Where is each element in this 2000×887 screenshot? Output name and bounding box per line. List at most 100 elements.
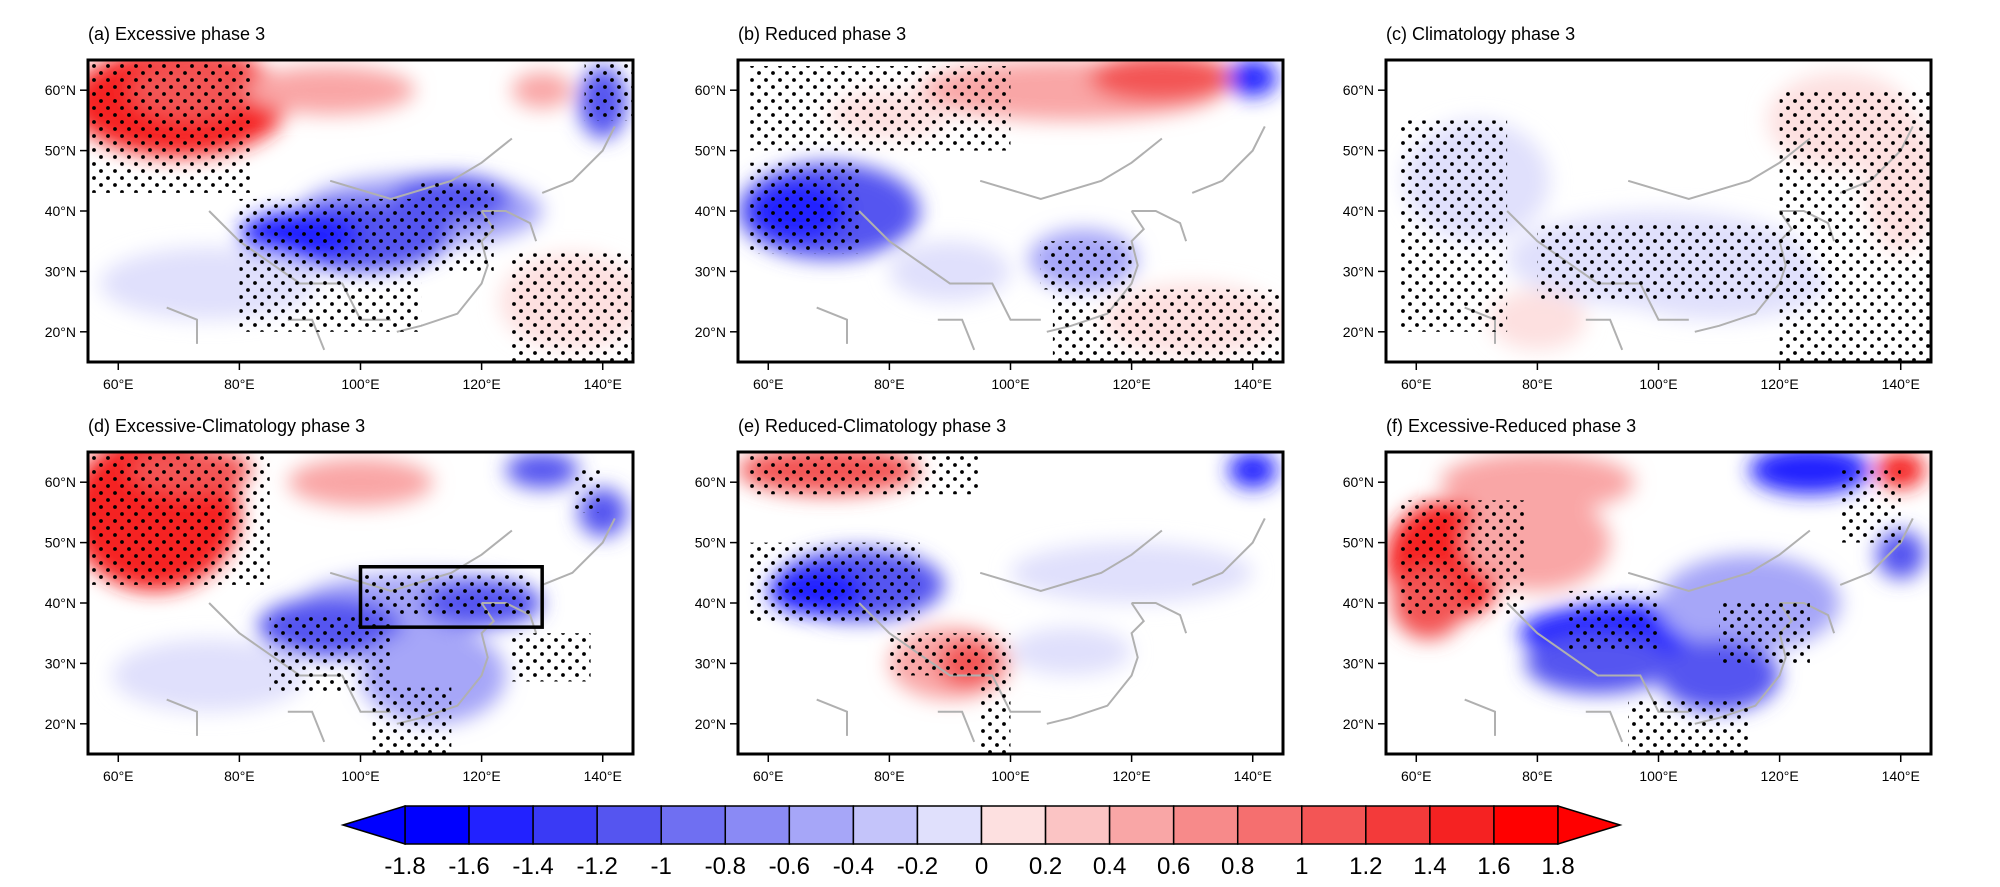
map-panel-c: (c) Climatology phase 3 60°N 50°N 40°N 30°N 2… xyxy=(1343,24,1933,392)
lon-tick-label: 100°E xyxy=(1639,768,1677,784)
panel-title: (c) Climatology phase 3 xyxy=(1386,24,1575,44)
lon-tick-label: 80°E xyxy=(224,768,255,784)
significance-stipple xyxy=(360,572,531,616)
lon-tick-label: 100°E xyxy=(991,376,1029,392)
shaded-region xyxy=(1749,452,1871,495)
lat-tick-label: 20°N xyxy=(695,324,726,340)
colorbar-label: -0.4 xyxy=(833,853,874,880)
colorbar-label: -0.8 xyxy=(705,853,746,880)
significance-stipple xyxy=(372,687,452,754)
coastline xyxy=(287,710,326,743)
colorbar-segment xyxy=(660,805,727,845)
shaded-region xyxy=(112,639,306,712)
lon-tick-label: 120°E xyxy=(462,376,500,392)
lat-tick-label: 50°N xyxy=(1343,535,1374,551)
map-panel-b: (b) Reduced phase 3 60°N 50°N 40°N 30°N 20°N 6… xyxy=(695,24,1285,392)
map-panel-d: (d) Excessive-Climatology phase 3 60°N 50°… xyxy=(45,416,635,784)
shaded-region xyxy=(1010,627,1132,676)
lat-tick-label: 60°N xyxy=(695,82,726,98)
colorbar-segment xyxy=(596,805,662,845)
lon-tick-label: 60°E xyxy=(103,376,134,392)
colorbar-label: 1.6 xyxy=(1477,853,1510,880)
map-field xyxy=(88,60,633,362)
significance-stipple xyxy=(1719,603,1810,664)
lon-tick-label: 100°E xyxy=(1639,376,1677,392)
coastline xyxy=(858,602,1041,713)
coastline xyxy=(1131,602,1188,634)
coastline xyxy=(858,210,1041,321)
significance-stipple xyxy=(750,542,920,622)
shaded-region xyxy=(1440,452,1635,513)
coastline xyxy=(1131,210,1188,242)
significance-stipple xyxy=(88,60,252,193)
coastline xyxy=(979,529,1163,592)
map-field xyxy=(1386,452,1931,754)
lat-tick-label: 20°N xyxy=(1343,716,1374,732)
shaded-region xyxy=(287,458,434,507)
panel-title: (e) Reduced-Climatology phase 3 xyxy=(738,416,1006,436)
colorbar-label: -1.4 xyxy=(512,853,553,880)
significance-stipple xyxy=(1398,500,1526,616)
lat-tick-label: 60°N xyxy=(1343,82,1374,98)
significance-stipple xyxy=(1779,90,1931,362)
colorbar-segment xyxy=(468,805,534,845)
colorbar-label: 1.8 xyxy=(1541,853,1574,880)
shaded-region xyxy=(505,452,579,489)
lat-tick-label: 50°N xyxy=(45,535,76,551)
map-field xyxy=(88,452,633,754)
colorbar-segment xyxy=(724,805,791,845)
colorbar-label: 1.2 xyxy=(1349,853,1382,880)
map-field xyxy=(738,452,1283,754)
significance-stipple xyxy=(1628,699,1750,754)
lon-tick-label: 60°E xyxy=(1401,376,1432,392)
shaded-region xyxy=(245,66,415,115)
lon-tick-label: 100°E xyxy=(341,376,379,392)
colorbar-label: -1.8 xyxy=(384,853,425,880)
lat-tick-label: 40°N xyxy=(45,203,76,219)
coastline xyxy=(1585,710,1624,743)
coastline xyxy=(816,306,848,344)
lat-tick-label: 20°N xyxy=(695,716,726,732)
significance-stipple xyxy=(1567,590,1659,652)
lon-tick-label: 120°E xyxy=(1760,768,1798,784)
lon-tick-label: 140°E xyxy=(1234,376,1272,392)
colorbar-label: 0 xyxy=(975,853,988,880)
coastline xyxy=(166,698,198,736)
colorbar-segment xyxy=(404,805,470,845)
panel-title: (d) Excessive-Climatology phase 3 xyxy=(88,416,365,436)
lat-tick-label: 30°N xyxy=(45,655,76,671)
significance-stipple xyxy=(980,675,1011,754)
lat-tick-label: 60°N xyxy=(1343,474,1374,490)
significance-stipple xyxy=(421,180,494,272)
colorbar-segment xyxy=(1044,805,1111,845)
coastline xyxy=(816,698,848,736)
map-panel-a: (a) Excessive phase 3 60°N 50°N 40°N 30°N 20°… xyxy=(45,24,635,392)
lat-tick-label: 30°N xyxy=(695,655,726,671)
colorbar-segment xyxy=(1236,805,1303,845)
lat-tick-label: 50°N xyxy=(695,535,726,551)
lat-tick-label: 40°N xyxy=(695,203,726,219)
lon-tick-label: 120°E xyxy=(1112,768,1150,784)
colorbar-segment xyxy=(1429,805,1495,845)
colorbar-segment xyxy=(916,805,983,845)
coastline xyxy=(1191,125,1266,194)
significance-stipple xyxy=(1840,470,1901,543)
colorbar-label: -1.2 xyxy=(576,853,617,880)
lat-tick-label: 20°N xyxy=(45,716,76,732)
shaded-region xyxy=(1488,289,1586,350)
map-panel-f: (f) Excessive-Reduced phase 3 60°N 50°N 40°… xyxy=(1343,416,1933,784)
lon-tick-label: 140°E xyxy=(1234,768,1272,784)
significance-stipple xyxy=(1398,120,1508,332)
lon-tick-label: 60°E xyxy=(1401,768,1432,784)
colorbar-segment xyxy=(1301,805,1367,845)
lon-tick-label: 120°E xyxy=(1760,376,1798,392)
lon-tick-label: 60°E xyxy=(103,768,134,784)
colorbar-segment xyxy=(1172,805,1239,845)
lon-tick-label: 80°E xyxy=(1522,376,1553,392)
lon-tick-label: 60°E xyxy=(753,768,784,784)
lat-tick-label: 30°N xyxy=(1343,263,1374,279)
shaded-region xyxy=(1228,452,1277,489)
map-field xyxy=(738,60,1283,362)
